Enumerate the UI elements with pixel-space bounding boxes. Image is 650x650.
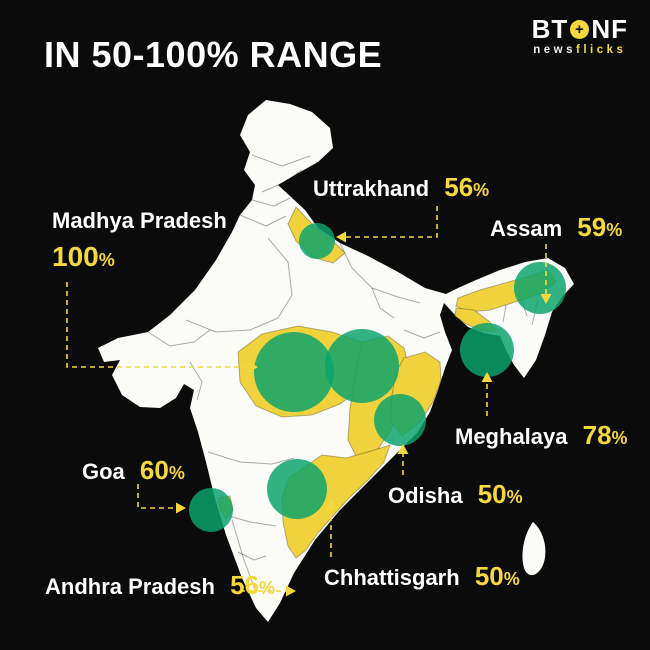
meghalaya-percent-sign: % (611, 428, 628, 448)
andhra-pradesh-value-number: 56 (230, 570, 259, 600)
odisha-percent-sign: % (506, 487, 523, 507)
odisha-name: Odisha (388, 483, 463, 508)
madhya-pradesh-percent-sign: % (98, 250, 115, 270)
logo-nf-text: NF (591, 14, 628, 44)
arrow-uttrakhand (336, 231, 346, 243)
arrow-goa (176, 502, 186, 514)
arrow-andhra-pradesh (286, 585, 296, 597)
logo-bt-text: BT (531, 14, 569, 44)
madhya-pradesh-name: Madhya Pradesh (52, 208, 227, 233)
arrow-madhya-pradesh (248, 361, 258, 373)
assam-value-number: 59 (577, 212, 607, 242)
logo-dot-icon: + (570, 19, 590, 39)
marker-goa (189, 488, 233, 532)
odisha-value-number: 50 (477, 479, 507, 509)
andhra-pradesh-name: Andhra Pradesh (45, 574, 215, 599)
page-title: IN 50-100% RANGE (44, 34, 383, 75)
chhattisgarh-value: 50% (475, 561, 520, 591)
brand-logo: BT + NF newsflicks (532, 16, 628, 57)
arrow-odisha (397, 444, 409, 454)
connector-madhya-pradesh (66, 282, 250, 368)
label-chhattisgarh: Chhattisgarh 50% (324, 561, 520, 592)
connector-arrows (176, 231, 552, 597)
arrow-meghalaya (481, 372, 493, 382)
madhya-pradesh-value-number: 100 (52, 241, 99, 272)
goa-value-number: 60 (139, 455, 169, 485)
uttrakhand-percent-sign: % (473, 180, 490, 200)
islands (522, 522, 546, 576)
chhattisgarh-value-number: 50 (474, 561, 504, 591)
goa-percent-sign: % (168, 463, 185, 483)
logo-sub-flicks: flicks (576, 44, 627, 56)
marker-andhra-pradesh (267, 459, 327, 519)
chhattisgarh-name: Chhattisgarh (324, 565, 460, 590)
meghalaya-value: 78% (583, 420, 628, 450)
brand-logo-subtitle: newsflicks (532, 44, 628, 57)
marker-uttarakhand (299, 223, 335, 259)
marker-madhya-pradesh-west (254, 332, 334, 412)
odisha-value: 50% (478, 479, 523, 509)
markers (189, 223, 566, 532)
label-meghalaya: Meghalaya 78% (455, 420, 628, 451)
marker-assam (514, 262, 566, 314)
goa-name: Goa (82, 459, 125, 484)
meghalaya-name: Meghalaya (455, 424, 568, 449)
marker-meghalaya (460, 323, 514, 377)
uttrakhand-value: 56% (444, 172, 489, 202)
marker-madhya-pradesh-east (325, 329, 399, 403)
goa-value: 60% (140, 455, 185, 485)
label-assam: Assam 59% (490, 212, 622, 243)
arrow-assam (540, 294, 552, 304)
assam-percent-sign: % (606, 220, 623, 240)
label-uttrakhand: Uttrakhand 56% (313, 172, 489, 203)
andhra-pradesh-value: 56% (230, 570, 275, 600)
label-odisha: Odisha 50% (388, 479, 523, 510)
chhattisgarh-percent-sign: % (503, 569, 520, 589)
meghalaya-value-number: 78 (582, 420, 612, 450)
label-goa: Goa 60% (82, 455, 185, 486)
logo-dot-glyph: + (574, 20, 585, 38)
brand-logo-main: BT + NF (532, 16, 628, 42)
label-madhya-pradesh: Madhya Pradesh 100% (52, 208, 227, 273)
connector-goa (137, 484, 178, 509)
uttrakhand-value-number: 56 (444, 172, 474, 202)
andhra-pradesh-percent-sign: % (258, 578, 275, 598)
arrow-chhattisgarh (325, 499, 337, 509)
label-andhra-pradesh: Andhra Pradesh 56% (45, 570, 275, 601)
assam-name: Assam (490, 216, 563, 241)
marker-odisha (374, 394, 426, 446)
logo-sub-news: news (533, 44, 576, 56)
madhya-pradesh-value: 100% (52, 241, 227, 273)
assam-value: 59% (577, 212, 622, 242)
state-borders (147, 154, 539, 593)
connectors (66, 206, 547, 592)
connector-uttrakhand (344, 206, 438, 238)
uttrakhand-name: Uttrakhand (313, 176, 430, 201)
